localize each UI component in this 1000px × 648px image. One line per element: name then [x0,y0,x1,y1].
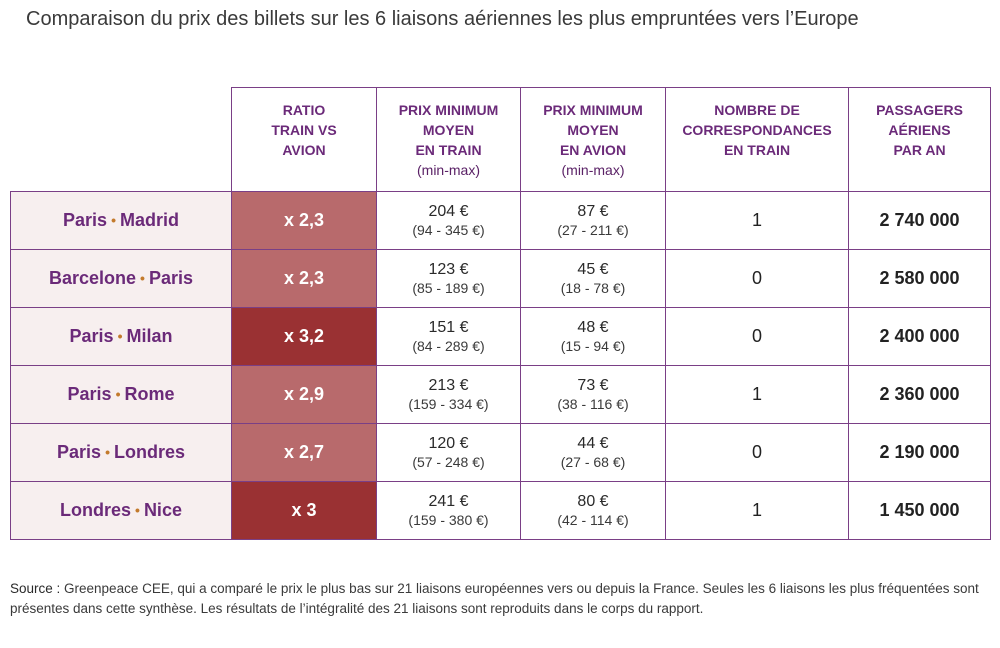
train-range: (85 - 189 €) [412,279,485,296]
ratio-cell: x 2,3 [231,249,377,308]
table-row: Barcelone • Paris x 2,3 123 € (85 - 189 €) 45 … [10,249,991,308]
passagers-cell: 2 360 000 [848,365,991,424]
passagers-cell: 2 400 000 [848,307,991,366]
route-cell: Barcelone • Paris [10,249,232,308]
avion-range: (38 - 116 €) [557,395,629,412]
avion-price-cell: 45 € (18 - 78 €) [520,249,666,308]
avion-range: (27 - 211 €) [557,221,629,238]
header-passagers: PASSAGERS AÉRIENS PAR AN [848,87,991,192]
table-row: Paris • Madrid x 2,3 204 € (94 - 345 €) 87 € (2… [10,191,991,250]
route-from: Barcelone [49,268,137,288]
avion-price-cell: 73 € (38 - 116 €) [520,365,666,424]
correspondances-cell: 0 [665,307,849,366]
route-separator: • [111,212,116,228]
correspondances-cell: 1 [665,365,849,424]
route-cell: Paris • Milan [10,307,232,366]
train-price: 120 € [428,434,469,452]
ratio-cell: x 2,9 [231,365,377,424]
route-separator: • [117,328,123,344]
train-range: (84 - 289 €) [412,337,485,354]
source-text: Greenpeace CEE, qui a comparé le prix le… [10,581,979,616]
avion-range: (42 - 114 €) [557,511,629,528]
train-price: 204 € [428,202,469,220]
avion-price-cell: 44 € (27 - 68 €) [520,423,666,482]
avion-range: (15 - 94 €) [560,337,626,354]
train-price-cell: 120 € (57 - 248 €) [376,423,521,482]
route-separator: • [105,444,110,460]
header-empty-cell [11,88,232,192]
train-price: 151 € [428,318,469,336]
correspondances-cell: 1 [665,191,849,250]
passagers-cell: 2 190 000 [848,423,991,482]
ratio-cell: x 3 [231,481,377,540]
train-price: 213 € [428,376,469,394]
route-to: Milan [126,326,173,346]
train-range: (159 - 334 €) [408,395,489,412]
avion-price-cell: 87 € (27 - 211 €) [520,191,666,250]
header-train-price: PRIX MINIMUM MOYEN EN TRAIN (min-max) [376,87,521,192]
route-to: Paris [148,268,193,288]
correspondances-cell: 1 [665,481,849,540]
avion-price-cell: 80 € (42 - 114 €) [520,481,666,540]
route-cell: Paris • Londres [10,423,232,482]
route-from: Paris [63,210,108,230]
route-to: Rome [124,384,175,404]
train-price: 241 € [428,492,469,510]
route-from: Londres [60,500,132,520]
header-ratio: RATIO TRAIN VS AVION [231,87,377,192]
train-price-cell: 151 € (84 - 289 €) [376,307,521,366]
route-to: Madrid [119,210,179,230]
passagers-cell: 2 740 000 [848,191,991,250]
route-separator: • [115,386,121,402]
route-separator: • [135,502,140,518]
avion-price: 87 € [577,202,609,220]
header-avion-price: PRIX MINIMUM MOYEN EN AVION (min-max) [520,87,666,192]
route-from: Paris [57,442,102,462]
train-range: (57 - 248 €) [412,453,485,470]
avion-price: 80 € [577,492,609,510]
ratio-cell: x 2,3 [231,191,377,250]
train-price-cell: 241 € (159 - 380 €) [376,481,521,540]
avion-price-cell: 48 € (15 - 94 €) [520,307,666,366]
avion-price: 44 € [577,434,609,452]
train-price-cell: 213 € (159 - 334 €) [376,365,521,424]
avion-range: (27 - 68 €) [560,453,626,470]
ratio-cell: x 3,2 [231,307,377,366]
comparison-table: RATIO TRAIN VS AVION PRIX MINIMUM MOYEN … [10,87,991,540]
route-cell: Londres • Nice [10,481,232,540]
route-to: Nice [143,500,182,520]
avion-price: 45 € [577,260,609,278]
header-row: RATIO TRAIN VS AVION PRIX MINIMUM MOYEN … [11,87,991,192]
train-price: 123 € [428,260,469,278]
route-cell: Paris • Madrid [10,191,232,250]
passagers-cell: 1 450 000 [848,481,991,540]
table-row: Paris • Milan x 3,2 151 € (84 - 289 €) 48 € (15… [10,307,991,366]
ratio-cell: x 2,7 [231,423,377,482]
route-cell: Paris • Rome [10,365,232,424]
table-row: Paris • Rome x 2,9 213 € (159 - 334 €) 73 € (38… [10,365,991,424]
avion-price: 73 € [577,376,609,394]
table-row: Paris • Londres x 2,7 120 € (57 - 248 €) 44 €(… [10,423,991,482]
route-from: Paris [67,384,112,404]
avion-range: (18 - 78 €) [560,279,626,296]
avion-price: 48 € [577,318,609,336]
header-correspondances: NOMBRE DE CORRESPONDANCES EN TRAIN [665,87,849,192]
page-title: Comparaison du prix des billets sur les … [26,8,859,30]
correspondances-cell: 0 [665,249,849,308]
source-note: Source : Greenpeace CEE, qui a comparé l… [10,579,990,619]
train-price-cell: 204 € (94 - 345 €) [376,191,521,250]
passagers-cell: 2 580 000 [848,249,991,308]
table-row: Londres • Nice x 3 241 € (159 - 380 €) 80 € (42… [10,481,991,540]
train-range: (159 - 380 €) [408,511,489,528]
correspondances-cell: 0 [665,423,849,482]
train-price-cell: 123 € (85 - 189 €) [376,249,521,308]
route-separator: • [140,270,145,286]
source-label: Source : [10,581,61,596]
train-range: (94 - 345 €) [412,221,485,238]
route-to: Londres [113,442,185,462]
route-from: Paris [69,326,114,346]
